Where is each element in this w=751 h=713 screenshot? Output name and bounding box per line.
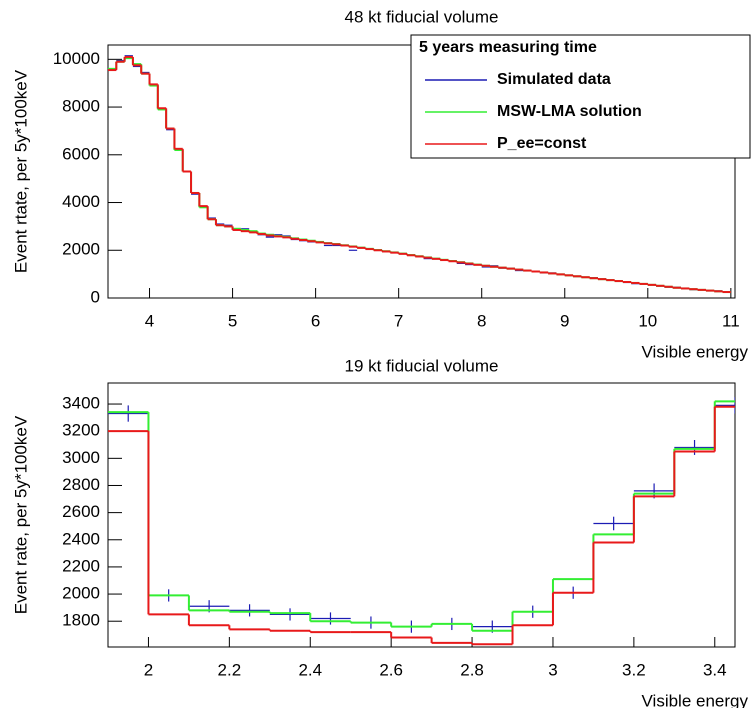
y-tick-label: 1800 xyxy=(62,611,100,630)
legend-box xyxy=(410,34,751,159)
y-tick-label: 3400 xyxy=(62,394,100,413)
x-tick-label: 2.6 xyxy=(379,660,403,679)
y-axis-label: Event rate, per 5y*100keV xyxy=(11,415,30,614)
x-tick-label: 2 xyxy=(144,660,153,679)
legend-label: P_ee=const xyxy=(497,135,587,152)
y-tick-label: 2400 xyxy=(62,529,100,548)
y-tick-label: 3000 xyxy=(62,448,100,467)
legend-label: MSW-LMA solution xyxy=(497,103,642,120)
x-tick-label: 3 xyxy=(548,660,557,679)
y-tick-label: 6000 xyxy=(62,144,100,163)
x-tick-label: 10 xyxy=(638,311,657,330)
x-tick-label: 9 xyxy=(560,311,569,330)
x-tick-label: 5 xyxy=(228,311,237,330)
x-tick-label: 11 xyxy=(722,311,740,330)
x-axis-label: Visible energy xyxy=(642,691,749,708)
y-tick-label: 10000 xyxy=(53,49,100,68)
chart-title: 48 kt fiducial volume xyxy=(344,7,498,26)
legend-label: Simulated data xyxy=(497,71,611,88)
x-tick-label: 2.8 xyxy=(460,660,484,679)
x-tick-label: 7 xyxy=(394,311,403,330)
plot-area xyxy=(108,55,731,294)
y-tick-label: 2000 xyxy=(62,240,100,259)
x-tick-label: 2.4 xyxy=(298,660,322,679)
x-axis-label: Visible energy xyxy=(642,342,749,361)
x-tick-label: 3.2 xyxy=(622,660,646,679)
y-tick-label: 2800 xyxy=(62,475,100,494)
y-axis-label: Event rtate, per 5y*100keV xyxy=(11,69,30,273)
y-tick-label: 2200 xyxy=(62,556,100,575)
y-tick-label: 2600 xyxy=(62,502,100,521)
y-tick-label: 4000 xyxy=(62,192,100,211)
chart-title: 19 kt fiducial volume xyxy=(344,356,498,375)
y-tick-label: 8000 xyxy=(62,97,100,116)
x-tick-label: 3.4 xyxy=(703,660,727,679)
x-tick-label: 6 xyxy=(311,311,320,330)
x-tick-label: 8 xyxy=(477,311,486,330)
y-tick-label: 0 xyxy=(91,287,100,306)
x-tick-label: 4 xyxy=(145,311,154,330)
y-tick-label: 2000 xyxy=(62,584,100,603)
legend-title: 5 years measuring time xyxy=(419,39,597,56)
plot-area xyxy=(108,397,735,646)
x-tick-label: 2.2 xyxy=(218,660,242,679)
plot-frame xyxy=(107,382,736,648)
y-tick-label: 3200 xyxy=(62,421,100,440)
